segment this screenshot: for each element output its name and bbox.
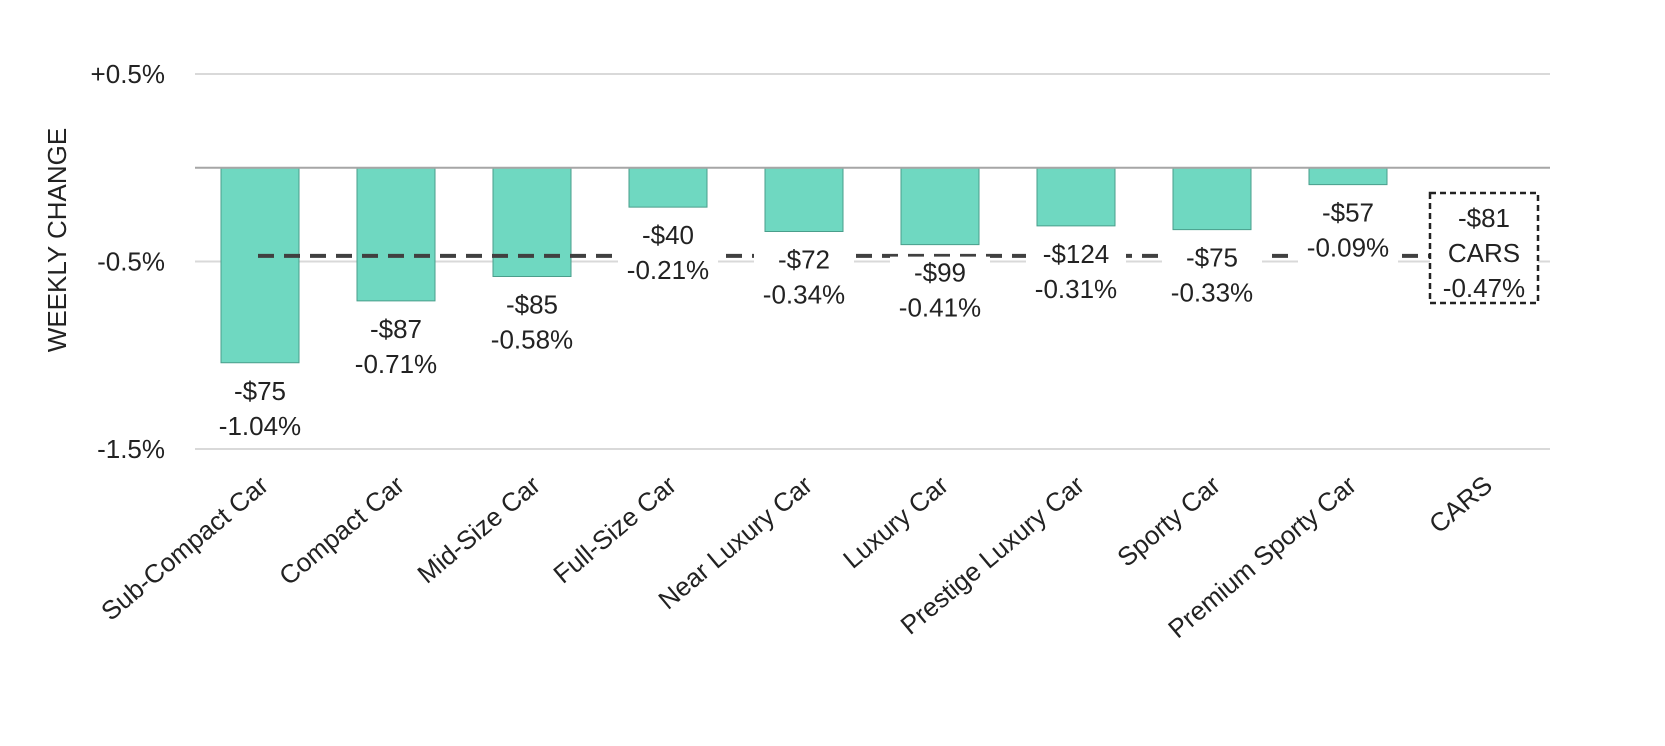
data-label-dollar: -$57 [1322, 198, 1374, 228]
data-label-percent: -0.71% [355, 349, 437, 379]
bar [764, 167, 844, 232]
x-category-label: Compact Car [273, 469, 410, 591]
bars [195, 166, 1550, 364]
data-label-dollar: -$85 [506, 290, 558, 320]
data-label-background [1298, 196, 1398, 265]
y-tick-label: -1.5% [97, 434, 165, 464]
y-tick-label: -0.5% [97, 247, 165, 277]
x-category-label: Full-Size Car [547, 469, 682, 589]
data-label-background [346, 312, 446, 381]
data-label-background [210, 374, 310, 443]
bar [628, 167, 708, 208]
data-label-percent: -0.34% [763, 280, 845, 310]
data-label-background [1026, 237, 1126, 306]
data-label-background [618, 219, 718, 288]
data-label-background [482, 288, 582, 357]
y-tick-labels: +0.5% -0.5% -1.5% [91, 59, 165, 464]
data-label-percent: -0.09% [1307, 233, 1389, 263]
y-tick-label: +0.5% [91, 59, 165, 89]
data-label-background [754, 243, 854, 312]
bar [1036, 167, 1116, 227]
x-category-label: Mid-Size Car [411, 469, 546, 589]
data-labels: -$75 -1.04% -$87 -0.71% -$85 -0.58% -$40 -0.21%… [210, 196, 1525, 443]
bar [1308, 167, 1388, 186]
bar [492, 167, 572, 277]
data-label-percent: -0.31% [1035, 274, 1117, 304]
data-label-background [1162, 241, 1262, 310]
bar [900, 167, 980, 246]
data-label-percent: -0.21% [627, 255, 709, 285]
data-label-dollar: -$72 [778, 245, 830, 275]
data-label-dollar: -$75 [234, 376, 286, 406]
data-label-percent: -0.47% [1443, 273, 1525, 303]
data-label-dollar: -$87 [370, 314, 422, 344]
x-category-label: Sub-Compact Car [95, 469, 274, 626]
bar [220, 167, 300, 364]
data-label-dollar: -$75 [1186, 243, 1238, 273]
bar [356, 167, 436, 302]
x-category-label: CARS [1423, 470, 1498, 539]
y-axis-title: WEEKLY CHANGE [42, 128, 72, 352]
data-label-percent: -0.33% [1171, 278, 1253, 308]
data-label-dollar: -$124 [1043, 239, 1110, 269]
data-label-background [890, 256, 990, 325]
data-label-percent: -0.41% [899, 293, 981, 323]
x-category-labels: Sub-Compact Car Compact Car Mid-Size Car Fu… [95, 469, 1498, 644]
x-category-label: Sporty Car [1111, 469, 1226, 572]
data-label-dollar: -$99 [914, 258, 966, 288]
data-label-dollar: -$81 [1458, 203, 1510, 233]
x-category-label: Luxury Car [837, 469, 954, 574]
reference-label: CARS [1448, 238, 1520, 268]
data-label-dollar: -$40 [642, 220, 694, 250]
data-label-percent: -1.04% [219, 411, 301, 441]
reference-box [1428, 191, 1540, 305]
data-label-percent: -0.58% [491, 325, 573, 355]
bar [1172, 167, 1252, 231]
